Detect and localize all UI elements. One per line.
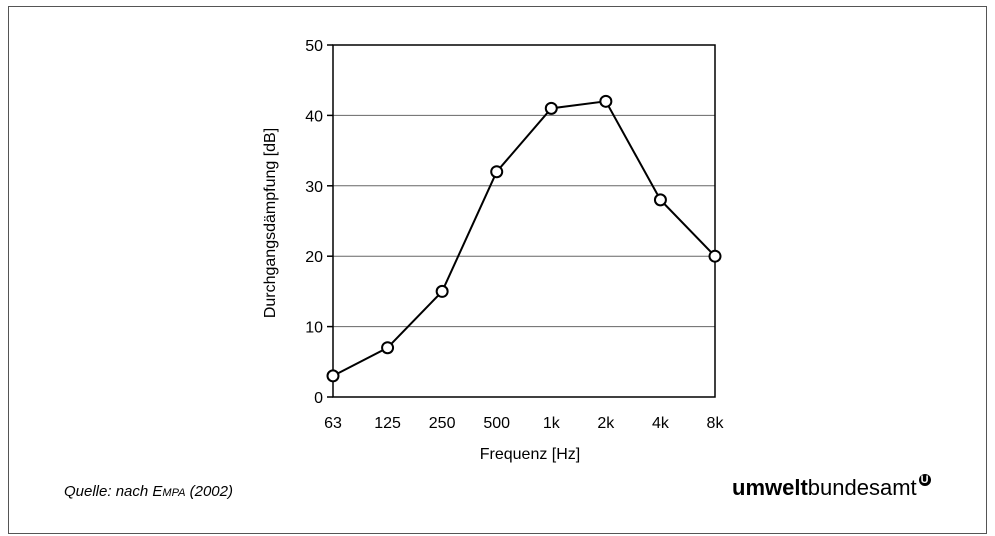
data-point	[435, 284, 449, 298]
logo-mark-icon: U	[918, 474, 931, 486]
figure-frame	[8, 6, 987, 534]
x-tick-label: 250	[429, 415, 456, 432]
x-axis-label: Frequenz [Hz]	[480, 446, 580, 463]
logo-regular-text: bundesamt	[807, 475, 917, 500]
gridlines	[333, 114, 715, 328]
data-point	[653, 193, 667, 207]
x-tick-label: 125	[374, 415, 401, 432]
data-point	[599, 94, 613, 108]
x-axis-ticks: 63 125 250 500 1k 2k 4k 8k	[324, 415, 724, 432]
umweltbundesamt-logo: umweltbundesamt U	[732, 474, 931, 501]
source-smallcaps: MPA	[162, 487, 186, 499]
y-tick-label: 50	[305, 38, 323, 55]
x-tick-label: 500	[483, 415, 510, 432]
data-points	[326, 94, 722, 383]
y-tick-label: 0	[314, 390, 323, 407]
y-axis-ticks: 0 10 20 30 40 50	[305, 38, 333, 407]
data-point	[326, 369, 340, 383]
y-tick-label: 20	[305, 249, 323, 266]
y-tick-label: 40	[305, 108, 323, 125]
data-point	[544, 101, 558, 115]
data-point	[490, 165, 504, 179]
source-note: Quelle: nach EMPA (2002)	[64, 483, 233, 500]
data-point	[708, 249, 722, 263]
x-tick-label: 4k	[652, 415, 670, 432]
x-tick-label: 63	[324, 415, 342, 432]
x-tick-label: 2k	[597, 415, 615, 432]
data-point	[381, 341, 395, 355]
plot-area	[332, 44, 716, 398]
source-prefix: Quelle: nach E	[64, 483, 163, 500]
y-axis-label: Durchgangsdämpfung [dB]	[262, 128, 279, 318]
x-tick-label: 1k	[543, 415, 561, 432]
y-tick-label: 10	[305, 320, 323, 337]
logo-bold-text: umwelt	[732, 475, 808, 500]
source-suffix: (2002)	[185, 483, 233, 500]
x-tick-label: 8k	[707, 415, 725, 432]
y-tick-label: 30	[305, 179, 323, 196]
series-line	[332, 100, 716, 377]
